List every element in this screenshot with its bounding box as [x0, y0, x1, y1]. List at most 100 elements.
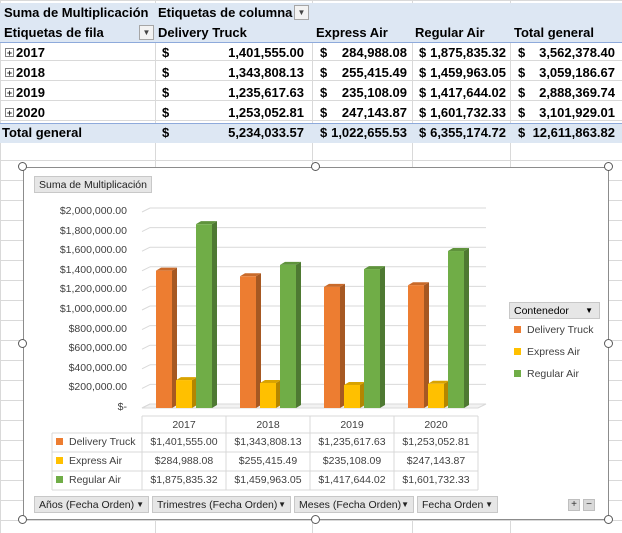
resize-handle[interactable] [18, 339, 27, 348]
bar-express-air-2018[interactable] [260, 382, 276, 408]
gridline [141, 227, 151, 233]
row-label-cell[interactable]: +2019 [2, 83, 152, 103]
bar-delivery-truck-2017[interactable] [156, 270, 172, 408]
expand-icon[interactable]: + [5, 68, 14, 78]
pivot-chart[interactable]: Suma de Multiplicación Contenedor ▼ Deliv… [23, 167, 609, 520]
value-amount: 255,415.49 [341, 65, 407, 80]
bar-express-air-2017[interactable] [176, 380, 192, 408]
axis-field-button[interactable]: Meses (Fecha Orden) ▼ [294, 496, 414, 513]
bar-regular-air-2018[interactable] [280, 264, 296, 408]
value-amount: 1,601,732.33 [430, 105, 506, 120]
value-cell[interactable]: $247,143.87 [316, 103, 411, 123]
y-tick-label: $1,000,000.00 [59, 303, 127, 315]
row-filter-dropdown[interactable]: ▼ [139, 25, 154, 40]
value-cell[interactable]: $1,417,644.02 [415, 83, 510, 103]
resize-handle[interactable] [18, 162, 27, 171]
column-filter-dropdown[interactable]: ▼ [294, 5, 309, 20]
data-table-value: $1,343,808.13 [234, 436, 302, 448]
value-cell[interactable]: $1,459,963.05 [415, 63, 510, 83]
y-tick-label: $- [117, 401, 127, 413]
bar-delivery-truck-2018[interactable] [240, 276, 256, 408]
bar-express-air-2020[interactable] [428, 383, 444, 408]
value-cell[interactable]: $5,234,033.57 [158, 123, 308, 143]
bar-regular-air-2020[interactable] [448, 251, 464, 408]
bar-top [260, 379, 281, 383]
gridline [141, 325, 151, 331]
axis-field-label: Fecha Orden [422, 499, 484, 511]
bar-express-air-2019[interactable] [344, 384, 360, 408]
bar-side [340, 283, 345, 408]
value-field-label[interactable]: Suma de Multiplicación [4, 5, 149, 20]
row-label: 2018 [16, 65, 45, 80]
expand-icon[interactable]: + [5, 88, 14, 98]
chevron-down-icon: ▼ [485, 500, 493, 509]
value-amount: 3,101,929.01 [539, 105, 615, 120]
bar-top [364, 266, 385, 270]
value-amount: 5,234,033.57 [228, 125, 304, 140]
value-cell[interactable]: $1,253,052.81 [158, 103, 308, 123]
currency-symbol: $ [320, 65, 328, 80]
chevron-down-icon: ▼ [278, 500, 286, 509]
expand-icon[interactable]: + [5, 108, 14, 118]
bar-regular-air-2017[interactable] [196, 224, 212, 408]
value-cell[interactable]: $1,235,617.63 [158, 83, 308, 103]
bar-top [280, 261, 301, 265]
resize-handle[interactable] [18, 515, 27, 524]
currency-symbol: $ [320, 125, 328, 140]
bar-delivery-truck-2019[interactable] [324, 286, 340, 408]
value-amount: 1,875,835.32 [430, 45, 506, 60]
series-name: Delivery Truck [69, 436, 136, 448]
row-label: Total general [2, 125, 82, 140]
zoom-in-button[interactable]: + [568, 499, 580, 511]
axis-field-button[interactable]: Trimestres (Fecha Orden) ▼ [152, 496, 291, 513]
value-cell[interactable]: $1,875,835.32 [415, 43, 510, 63]
pivot-data-row: +2020 $1,253,052.81 $247,143.87 $1,601,732.… [0, 103, 622, 123]
bar-regular-air-2019[interactable] [364, 269, 380, 408]
legend-item[interactable]: Delivery Truck [514, 324, 594, 336]
value-amount: 1,401,555.00 [228, 45, 304, 60]
bar-side [380, 266, 385, 408]
resize-handle[interactable] [604, 162, 613, 171]
value-cell[interactable]: $3,059,186.67 [514, 63, 619, 83]
resize-handle[interactable] [311, 162, 320, 171]
bar-top [448, 248, 469, 252]
bar-top [344, 381, 365, 385]
axis-field-button[interactable]: Años (Fecha Orden) ▼ [34, 496, 149, 513]
resize-handle[interactable] [311, 515, 320, 524]
row-label-cell[interactable]: Total general [2, 123, 152, 143]
legend-item[interactable]: Express Air [514, 346, 580, 358]
value-cell[interactable]: $6,355,174.72 [415, 123, 510, 143]
legend-field-button[interactable]: Contenedor ▼ [509, 302, 600, 319]
series-swatch [56, 457, 63, 464]
value-amount: 3,562,378.40 [539, 45, 615, 60]
expand-icon[interactable]: + [5, 48, 14, 58]
value-cell[interactable]: $3,101,929.01 [514, 103, 619, 123]
legend-item[interactable]: Regular Air [514, 368, 579, 380]
value-cell[interactable]: $1,022,655.53 [316, 123, 411, 143]
bar-delivery-truck-2020[interactable] [408, 285, 424, 408]
value-cell[interactable]: $255,415.49 [316, 63, 411, 83]
zoom-out-button[interactable]: − [583, 499, 595, 511]
value-cell[interactable]: $284,988.08 [316, 43, 411, 63]
resize-handle[interactable] [604, 515, 613, 524]
row-label-cell[interactable]: +2020 [2, 103, 152, 123]
value-cell[interactable]: $2,888,369.74 [514, 83, 619, 103]
chevron-down-icon: ▼ [585, 306, 593, 315]
y-tick-label: $800,000.00 [68, 322, 127, 335]
row-label-cell[interactable]: +2018 [2, 63, 152, 83]
value-cell[interactable]: $235,108.09 [316, 83, 411, 103]
gridline [141, 305, 151, 311]
value-field-button[interactable]: Suma de Multiplicación [34, 176, 152, 193]
data-table-value: $255,415.49 [238, 455, 298, 467]
data-table-series-label: Express Air [56, 455, 122, 467]
pivot-column-header-row: Etiquetas de fila ▼ Delivery Truck Expre… [0, 23, 622, 43]
resize-handle[interactable] [604, 339, 613, 348]
value-cell[interactable]: $1,401,555.00 [158, 43, 308, 63]
value-cell[interactable]: $1,343,808.13 [158, 63, 308, 83]
value-cell[interactable]: $1,601,732.33 [415, 103, 510, 123]
row-label-cell[interactable]: +2017 [2, 43, 152, 63]
value-cell[interactable]: $12,611,863.82 [514, 123, 619, 143]
axis-field-button[interactable]: Fecha Orden ▼ [417, 496, 498, 513]
value-cell[interactable]: $3,562,378.40 [514, 43, 619, 63]
data-table-value: $1,417,644.02 [318, 474, 386, 486]
